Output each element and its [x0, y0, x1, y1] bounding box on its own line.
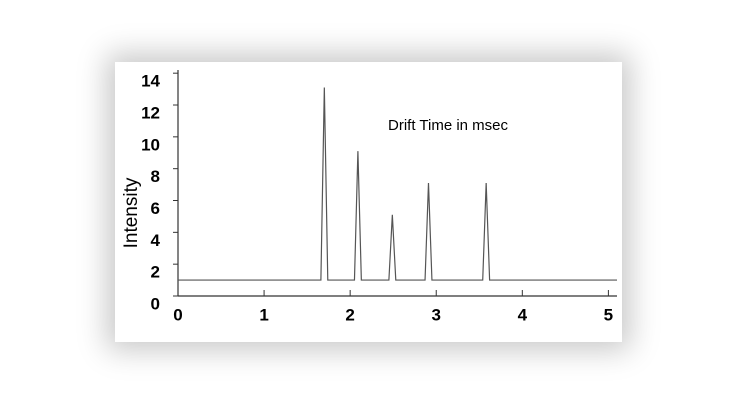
x-tick-label: 5	[604, 305, 613, 324]
annotation: Drift Time in msec	[388, 117, 509, 134]
y-tick-label: 2	[151, 263, 160, 282]
x-tick-label: 0	[173, 305, 182, 324]
y-tick-label: 14	[141, 72, 160, 91]
chart-card	[115, 62, 622, 342]
data-line	[178, 87, 617, 281]
y-tick-label: 8	[151, 167, 160, 186]
x-tick-label: 4	[518, 305, 528, 324]
y-tick-label: 10	[141, 135, 160, 154]
y-tick-label: 12	[141, 103, 160, 122]
x-tick-label: 3	[432, 305, 441, 324]
y-tick-label: 6	[151, 199, 160, 218]
x-tick-label: 1	[259, 305, 268, 324]
x-tick-label: 2	[345, 305, 354, 324]
y-tick-label: 4	[151, 231, 161, 250]
y-axis-label: Intensity	[121, 177, 142, 248]
y-tick-label: 0	[151, 294, 160, 313]
